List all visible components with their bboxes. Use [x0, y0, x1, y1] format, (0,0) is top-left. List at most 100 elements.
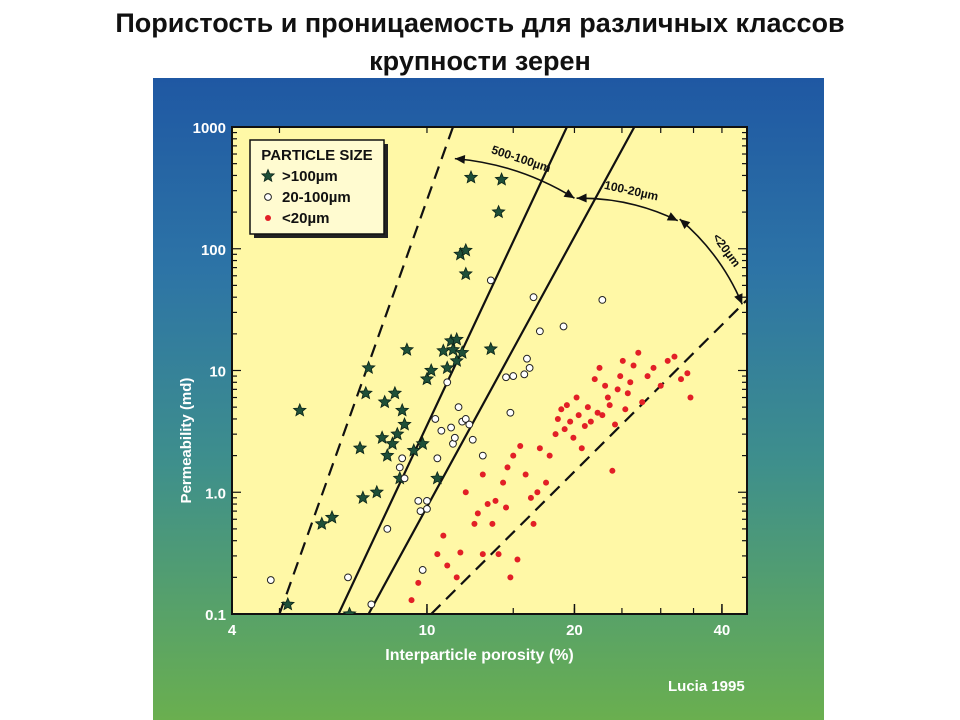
- data-point-star: [397, 416, 412, 431]
- data-point-dot: [639, 399, 646, 406]
- arrow-head: [734, 293, 743, 305]
- data-point-dot: [596, 364, 603, 371]
- legend-title: PARTICLE SIZE: [261, 147, 372, 164]
- data-point-dot: [503, 504, 510, 511]
- data-point-star: [358, 385, 373, 400]
- data-point-dot: [617, 373, 624, 380]
- data-point-dot: [479, 471, 486, 478]
- data-point-star: [445, 342, 461, 356]
- data-point-circle: [509, 372, 518, 380]
- data-point-dot: [453, 574, 460, 581]
- legend-marker-circle: [264, 193, 272, 201]
- data-point-circle: [461, 415, 470, 423]
- data-point-dot: [474, 510, 481, 517]
- legend-box: [249, 139, 385, 235]
- data-point-star: [355, 490, 371, 504]
- data-point-dot: [507, 574, 514, 581]
- data-point-circle: [416, 507, 425, 516]
- data-point-circle: [423, 504, 431, 513]
- data-point-dot: [606, 402, 613, 409]
- data-point-star: [424, 362, 439, 377]
- data-point-dot: [570, 434, 577, 441]
- data-point-star: [380, 448, 395, 462]
- data-point-dot: [434, 551, 441, 558]
- data-point-dot: [578, 445, 585, 452]
- data-point-dot: [594, 409, 601, 416]
- data-point-circle: [437, 426, 446, 435]
- data-point-dot: [462, 489, 469, 496]
- data-point-dot: [536, 445, 543, 452]
- data-point-circle: [414, 496, 423, 505]
- data-point-star: [399, 342, 415, 356]
- data-point-circle: [478, 451, 487, 460]
- data-point-dot: [619, 357, 626, 364]
- data-point-star: [390, 426, 405, 441]
- y-tick-label: 1000: [193, 120, 226, 137]
- data-point-star: [292, 402, 307, 417]
- data-point-circle: [443, 378, 452, 387]
- boundary-line-solid: [367, 127, 636, 614]
- data-point-dot: [627, 379, 634, 386]
- slide-title-line-1: Пористость и проницаемость для различных…: [115, 8, 845, 38]
- data-point-dot: [489, 520, 496, 527]
- data-point-star: [430, 470, 445, 485]
- legend-entry-label: >100µm: [282, 168, 338, 185]
- data-point-dot: [563, 402, 570, 409]
- data-point-dot: [561, 426, 568, 433]
- data-point-dot: [534, 489, 541, 496]
- series-dot: [408, 349, 694, 604]
- data-point-star: [280, 596, 295, 611]
- data-point-dot: [440, 532, 447, 539]
- data-point-circle: [529, 293, 538, 302]
- data-point-star: [406, 443, 421, 457]
- x-tick-label: 10: [419, 622, 436, 639]
- data-point-star: [342, 606, 357, 614]
- data-point-dot: [684, 370, 691, 377]
- slide-title: Пористость и проницаемость для различных…: [0, 4, 960, 80]
- data-point-circle: [454, 403, 463, 412]
- data-point-dot: [471, 520, 478, 527]
- data-point-star: [377, 394, 392, 409]
- data-point-dot: [504, 464, 511, 471]
- data-point-dot: [415, 579, 422, 586]
- series-star: [280, 169, 509, 614]
- data-point-dot: [622, 406, 629, 413]
- porosity-permeability-chart: 1000 100 10 1.0 0.14 10 20 40 Interparticle poro…: [178, 120, 748, 664]
- data-point-star: [352, 440, 368, 455]
- data-point-star: [419, 371, 435, 386]
- data-point-dot: [457, 549, 464, 556]
- legend-marker-star: [260, 168, 276, 183]
- data-point-circle: [395, 463, 404, 472]
- data-point-dot: [581, 423, 588, 430]
- legend-entry-label: <20µm: [282, 210, 329, 227]
- y-tick-label: 100: [201, 242, 226, 259]
- data-point-dot: [543, 479, 550, 486]
- data-point-dot: [546, 452, 553, 459]
- data-point-circle: [465, 420, 474, 429]
- data-point-dot: [630, 362, 637, 369]
- arrow-head: [454, 154, 466, 164]
- range-arc: [576, 197, 679, 222]
- legend-entry-label: 20-100µm: [282, 189, 351, 206]
- data-point-dot: [484, 501, 491, 508]
- data-point-dot: [479, 551, 486, 558]
- data-point-star: [458, 242, 473, 257]
- data-point-circle: [447, 423, 455, 432]
- data-point-circle: [502, 373, 510, 382]
- data-point-circle: [523, 354, 531, 363]
- data-point-star: [463, 169, 479, 184]
- data-point-star: [374, 430, 390, 444]
- data-point-dot: [522, 471, 529, 478]
- data-point-dot: [510, 452, 517, 459]
- data-point-dot: [495, 551, 502, 558]
- data-point-circle: [486, 276, 495, 285]
- data-point-dot: [575, 412, 582, 419]
- y-tick-label: 0.1: [205, 607, 226, 624]
- data-point-circle: [506, 408, 515, 417]
- y-tick-label: 1.0: [205, 485, 226, 502]
- range-arc: [454, 157, 575, 199]
- data-point-circle: [383, 525, 392, 533]
- data-point-dot: [584, 404, 591, 411]
- slide-title-line-2: крупности зерен: [369, 46, 591, 76]
- data-point-dot: [635, 349, 642, 356]
